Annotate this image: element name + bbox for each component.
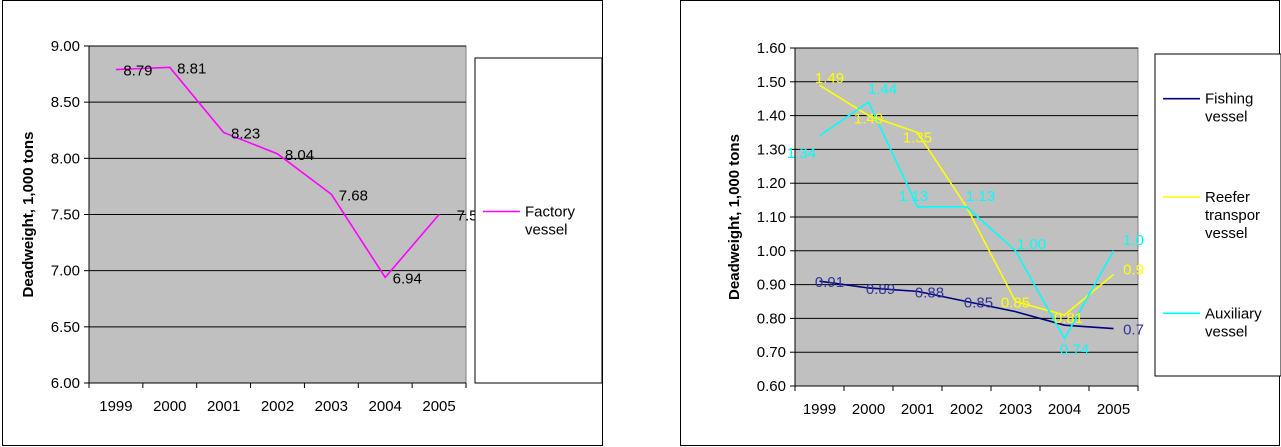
legend-label: Auxiliary vessel bbox=[1205, 305, 1262, 340]
y-tick-label: 0.70 bbox=[757, 344, 786, 361]
y-tick-label: 7.50 bbox=[51, 207, 80, 224]
data-label: 8.23 bbox=[231, 125, 260, 142]
data-label: 8.04 bbox=[285, 147, 314, 164]
legend-box bbox=[474, 57, 603, 384]
x-tick-label: 2002 bbox=[950, 401, 983, 418]
x-tick-label: 2005 bbox=[1097, 401, 1130, 418]
chart-left: 6.00 6.50 7.00 7.50 8.00 8.50 9.00 1999 2000 2001… bbox=[20, 38, 603, 415]
data-label: 7.68 bbox=[339, 187, 368, 204]
x-tick-label: 2001 bbox=[207, 398, 240, 415]
chart-right-frame: 0.60 0.70 0.80 0.90 1.00 1.10 1.20 1.30 1.40 1.50… bbox=[680, 0, 1281, 446]
x-tick-label: 2004 bbox=[369, 398, 402, 415]
y-tick-label: 0.90 bbox=[757, 277, 786, 294]
data-label: 0.85 bbox=[964, 295, 993, 312]
data-label: 0.88 bbox=[915, 284, 944, 301]
series-line bbox=[819, 100, 1115, 341]
y-tick-label: 8.00 bbox=[51, 150, 80, 167]
y-tick-label: 8.50 bbox=[51, 94, 80, 111]
x-tick-label: 2001 bbox=[901, 401, 934, 418]
y-tick-label: 1.40 bbox=[757, 108, 786, 125]
y-tick-label: 1.20 bbox=[757, 175, 786, 192]
data-label: 1.35 bbox=[903, 130, 932, 147]
legend-label: Factory vessel bbox=[525, 204, 576, 239]
data-label: 1.13 bbox=[966, 188, 995, 205]
x-tick-label: 1999 bbox=[803, 401, 836, 418]
y-tick-label: 1.50 bbox=[757, 74, 786, 91]
data-label: 8.79 bbox=[123, 63, 152, 80]
x-tick-label: 2003 bbox=[315, 398, 348, 415]
y-tick-label: 0.80 bbox=[757, 310, 786, 327]
data-label: 0.91 bbox=[815, 274, 844, 291]
y-tick-label: 1.60 bbox=[757, 40, 786, 57]
data-label: 1.00 bbox=[1017, 236, 1046, 253]
data-label: 7.5 bbox=[457, 208, 478, 225]
x-tick-label: 2002 bbox=[261, 398, 294, 415]
data-label: 1.40 bbox=[854, 111, 883, 128]
y-tick-label: 9.00 bbox=[51, 38, 80, 55]
data-label: 0.85 bbox=[1001, 295, 1030, 312]
legend-box bbox=[1154, 53, 1281, 377]
x-tick-label: 1999 bbox=[99, 398, 132, 415]
data-label: 1.49 bbox=[815, 70, 844, 87]
data-label: 8.81 bbox=[177, 60, 206, 77]
x-tick-label: 2004 bbox=[1048, 401, 1081, 418]
y-tick-label: 1.30 bbox=[757, 141, 786, 158]
chart-right: 0.60 0.70 0.80 0.90 1.00 1.10 1.20 1.30 1.40 1.50… bbox=[726, 40, 1281, 418]
legend-label: Fishing vessel bbox=[1205, 91, 1253, 126]
legend-label: Reefer transpor vessel bbox=[1205, 189, 1260, 242]
series-line bbox=[115, 66, 440, 279]
data-label: 1.13 bbox=[899, 188, 928, 205]
x-tick-label: 2003 bbox=[999, 401, 1032, 418]
y-axis-title: Deadweight, 1,000 tons bbox=[726, 134, 743, 300]
data-label: 0.81 bbox=[1054, 310, 1083, 327]
y-tick-label: 1.00 bbox=[757, 243, 786, 260]
chart-left-frame: 6.00 6.50 7.00 7.50 8.00 8.50 9.00 1999 2000 2001… bbox=[2, 0, 603, 446]
data-label: 1.44 bbox=[868, 81, 897, 98]
series-line bbox=[819, 280, 1114, 330]
data-label: 1.34 bbox=[787, 145, 816, 162]
x-tick-label: 2000 bbox=[852, 401, 885, 418]
data-label: 6.94 bbox=[393, 270, 422, 287]
y-tick-label: 0.60 bbox=[757, 378, 786, 395]
data-label: 0.9 bbox=[1123, 261, 1144, 278]
y-tick-label: 1.10 bbox=[757, 209, 786, 226]
x-tick-label: 2000 bbox=[153, 398, 186, 415]
data-label: 0.7 bbox=[1123, 322, 1144, 339]
y-axis-title: Deadweight, 1,000 tons bbox=[20, 132, 37, 298]
y-tick-label: 6.00 bbox=[51, 375, 80, 392]
y-tick-label: 6.50 bbox=[51, 319, 80, 336]
y-tick-label: 7.00 bbox=[51, 263, 80, 280]
data-label: 1.0 bbox=[1123, 232, 1144, 249]
data-label: 0.89 bbox=[866, 281, 895, 298]
data-label: 0.74 bbox=[1060, 342, 1089, 359]
x-tick-label: 2005 bbox=[422, 398, 455, 415]
